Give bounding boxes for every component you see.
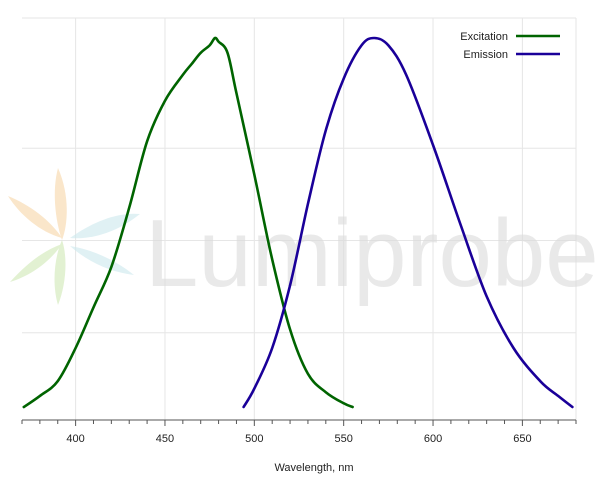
x-ticks: 400 450 500 550 600 650 — [21, 420, 577, 445]
x-axis: 400 450 500 550 600 650 — [21, 419, 577, 445]
x-axis-title: Wavelength, nm — [274, 462, 353, 474]
series-line-emission — [242, 36, 574, 409]
grid — [22, 17, 577, 420]
legend: Excitation Emission — [460, 31, 560, 61]
x-tick-label: 400 — [66, 433, 84, 445]
lumiprobe-logo-icon — [8, 168, 140, 305]
series-line-excitation — [22, 36, 354, 409]
lumiprobe-watermark: Lumiprobe — [8, 168, 599, 307]
x-tick-label: 450 — [156, 433, 174, 445]
x-tick-label: 600 — [424, 433, 442, 445]
legend-label-emission: Emission — [463, 49, 508, 61]
legend-label-excitation: Excitation — [460, 31, 508, 43]
watermark-text: Lumiprobe — [145, 200, 599, 307]
x-tick-label: 650 — [513, 433, 531, 445]
x-tick-label: 500 — [245, 433, 263, 445]
x-tick-label: 550 — [334, 433, 352, 445]
series-lines — [22, 36, 574, 409]
